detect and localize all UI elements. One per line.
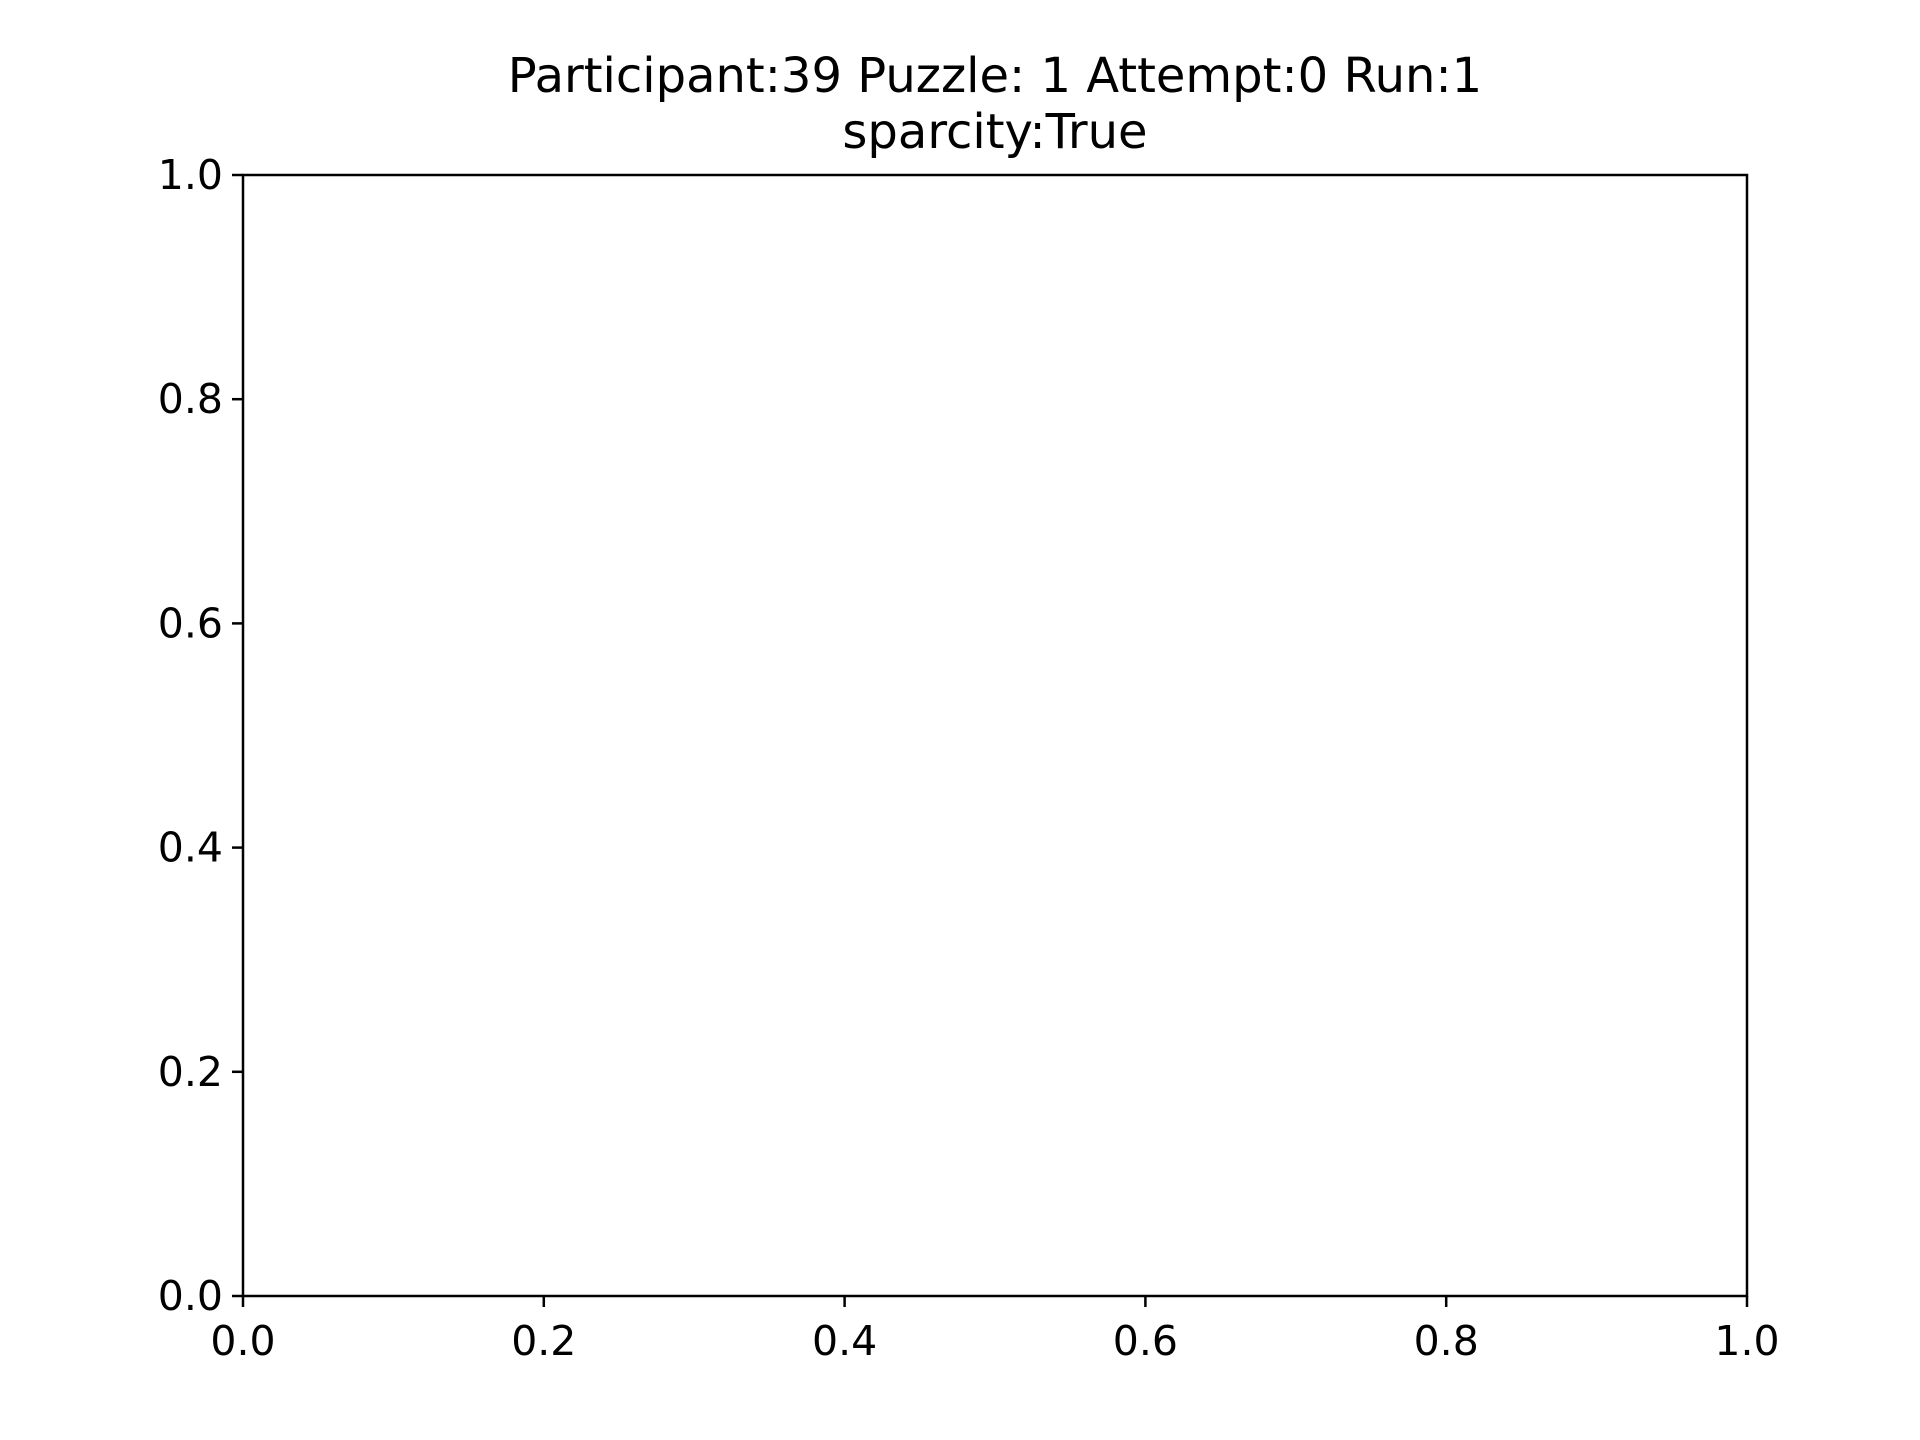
chart-title: Participant:39 Puzzle: 1 Attempt:0 Run:1 <box>508 48 1482 104</box>
y-tick-label: 0.6 <box>158 599 223 647</box>
x-axis-ticks: 0.0 0.2 0.4 0.6 0.8 1.0 <box>210 1296 1780 1365</box>
y-tick-label: 0.2 <box>158 1048 223 1096</box>
y-tick-label: 1.0 <box>158 151 223 199</box>
x-tick-label: 0.2 <box>511 1317 576 1365</box>
y-tick-label: 0.0 <box>158 1272 223 1320</box>
y-tick-label: 0.4 <box>158 824 223 872</box>
x-tick-label: 1.0 <box>1714 1317 1779 1365</box>
x-tick-label: 0.6 <box>1113 1317 1178 1365</box>
y-axis-ticks: 0.0 0.2 0.4 0.6 0.8 1.0 <box>158 151 243 1320</box>
x-tick-label: 0.0 <box>210 1317 275 1365</box>
y-tick-label: 0.8 <box>158 375 223 423</box>
x-tick-label: 0.8 <box>1414 1317 1479 1365</box>
chart-subtitle: sparcity:True <box>842 104 1147 160</box>
x-tick-label: 0.4 <box>812 1317 877 1365</box>
axes-frame <box>241 173 1749 1298</box>
